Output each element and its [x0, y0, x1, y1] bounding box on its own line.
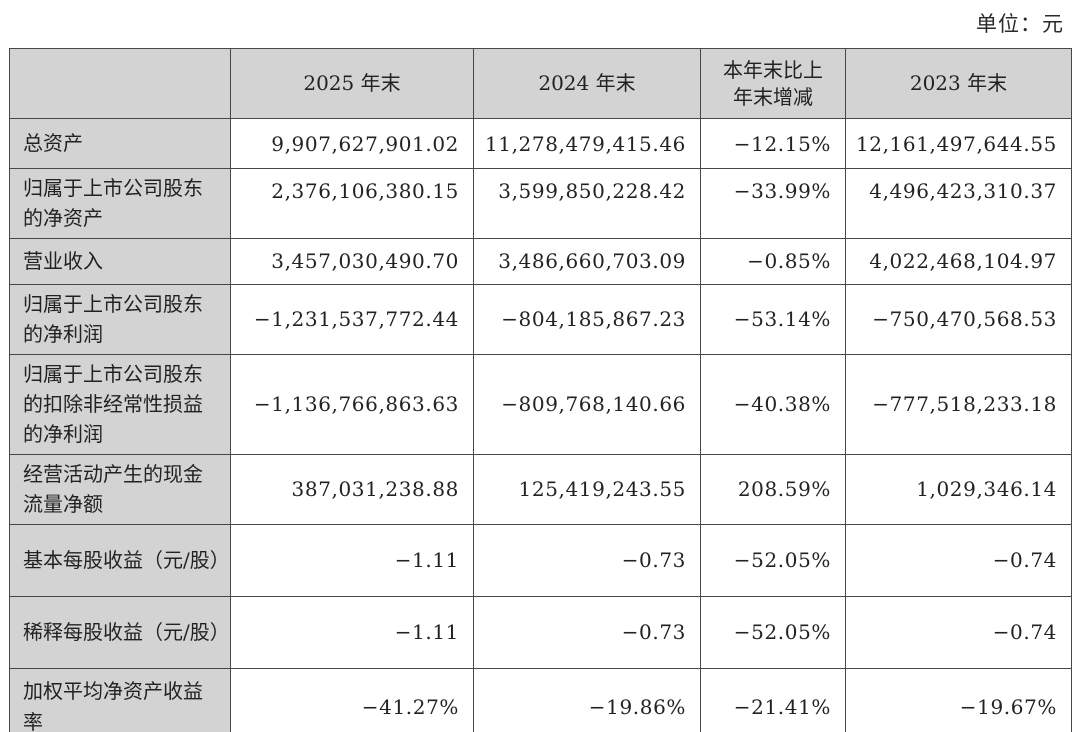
row-label: 归属于上市公司股东的净利润 [9, 283, 231, 355]
cell-change: −53.14% [700, 283, 846, 355]
table-row-operating-cash-flow: 经营活动产生的现金流量净额 387,031,238.88 125,419,243… [9, 453, 1072, 525]
table-row-net-profit-excl-nonrecurring: 归属于上市公司股东的扣除非经常性损益的净利润 −1,136,766,863.63… [9, 353, 1072, 455]
table-row-basic-eps: 基本每股收益（元/股） −1.11 −0.73 −52.05% −0.74 [9, 523, 1072, 597]
financial-summary-table: 2025 年末 2024 年末 本年末比上 年末增减 2023 年末 总资产 9… [9, 48, 1072, 732]
table-row-revenue: 营业收入 3,457,030,490.70 3,486,660,703.09 −… [9, 237, 1072, 285]
cell-2024: 3,599,850,228.42 [473, 168, 701, 239]
header-2024: 2024 年末 [473, 48, 701, 119]
cell-change: −52.05% [700, 523, 846, 597]
cell-change: −40.38% [700, 353, 846, 455]
cell-2023: 4,496,423,310.37 [845, 168, 1072, 239]
cell-2024: 3,486,660,703.09 [473, 237, 701, 285]
header-row: 2025 年末 2024 年末 本年末比上 年末增减 2023 年末 [9, 48, 1072, 119]
cell-2024: 125,419,243.55 [473, 453, 701, 525]
cell-2023: 1,029,346.14 [845, 453, 1072, 525]
header-indicator-blank [9, 48, 231, 119]
cell-change: −0.85% [700, 237, 846, 285]
cell-change: 208.59% [700, 453, 846, 525]
row-label: 营业收入 [9, 237, 231, 285]
row-label: 经营活动产生的现金流量净额 [9, 453, 231, 525]
cell-2025: −1,231,537,772.44 [230, 283, 474, 355]
table-row-total-assets: 总资产 9,907,627,901.02 11,278,479,415.46 −… [9, 118, 1072, 169]
unit-label: 单位：元 [976, 12, 1064, 36]
cell-2025: 9,907,627,901.02 [230, 118, 474, 169]
header-2023: 2023 年末 [845, 48, 1072, 119]
cell-2025: −1.11 [230, 523, 474, 597]
cell-2023: −777,518,233.18 [845, 353, 1072, 455]
cell-2025: 2,376,106,380.15 [230, 168, 474, 239]
row-label: 归属于上市公司股东的净资产 [9, 168, 231, 239]
cell-2023: −0.74 [845, 595, 1072, 669]
header-yoy-change-line2: 年末增减 [733, 84, 813, 109]
cell-2024: −809,768,140.66 [473, 353, 701, 455]
row-label: 基本每股收益（元/股） [9, 523, 231, 597]
table-row-net-profit: 归属于上市公司股东的净利润 −1,231,537,772.44 −804,185… [9, 283, 1072, 355]
cell-change: −21.41% [700, 667, 846, 732]
cell-2024: −19.86% [473, 667, 701, 732]
table-row-net-assets: 归属于上市公司股东的净资产 2,376,106,380.15 3,599,850… [9, 168, 1072, 239]
cell-2023: −0.74 [845, 523, 1072, 597]
cell-2024: 11,278,479,415.46 [473, 118, 701, 169]
header-yoy-change-line1: 本年末比上 [723, 57, 823, 82]
header-2025: 2025 年末 [230, 48, 474, 119]
row-label: 稀释每股收益（元/股） [9, 595, 231, 669]
cell-2025: −41.27% [230, 667, 474, 732]
cell-2024: −0.73 [473, 523, 701, 597]
cell-2024: −804,185,867.23 [473, 283, 701, 355]
row-label: 加权平均净资产收益率 [9, 667, 231, 732]
cell-2025: 387,031,238.88 [230, 453, 474, 525]
cell-2025: 3,457,030,490.70 [230, 237, 474, 285]
table-row-diluted-eps: 稀释每股收益（元/股） −1.11 −0.73 −52.05% −0.74 [9, 595, 1072, 669]
cell-change: −52.05% [700, 595, 846, 669]
cell-2023: −750,470,568.53 [845, 283, 1072, 355]
row-label: 总资产 [9, 118, 231, 169]
row-label: 归属于上市公司股东的扣除非经常性损益的净利润 [9, 353, 231, 455]
table-row-weighted-avg-roe: 加权平均净资产收益率 −41.27% −19.86% −21.41% −19.6… [9, 667, 1072, 732]
cell-2023: −19.67% [845, 667, 1072, 732]
cell-change: −33.99% [700, 168, 846, 239]
cell-2025: −1.11 [230, 595, 474, 669]
cell-2023: 12,161,497,644.55 [845, 118, 1072, 169]
header-yoy-change: 本年末比上 年末增减 [700, 48, 846, 119]
cell-2023: 4,022,468,104.97 [845, 237, 1072, 285]
cell-2025: −1,136,766,863.63 [230, 353, 474, 455]
cell-change: −12.15% [700, 118, 846, 169]
cell-2024: −0.73 [473, 595, 701, 669]
